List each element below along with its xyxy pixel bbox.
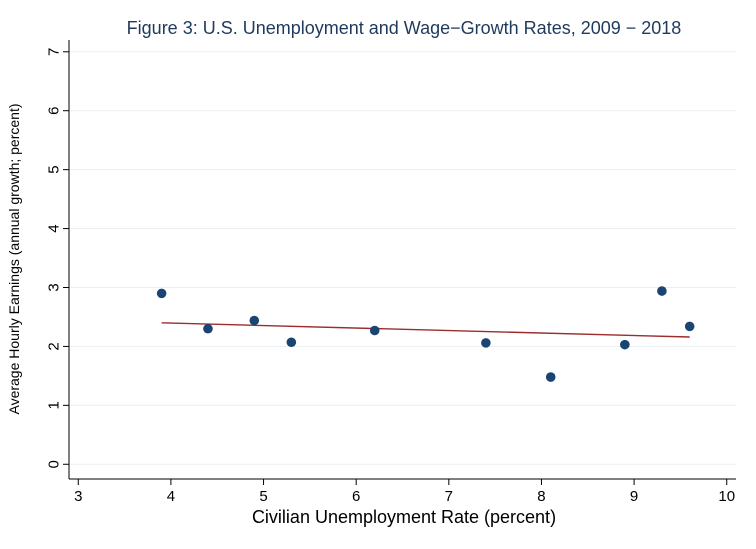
data-point xyxy=(286,337,297,348)
x-tick-label: 3 xyxy=(74,488,82,505)
axis-ticks: 0 1 2 3 4 5 6 7 3 4 5 6 7 8 9 10 xyxy=(46,48,736,505)
data-point xyxy=(481,338,491,348)
data-point xyxy=(249,315,260,326)
fit-line xyxy=(161,322,690,338)
x-axis-label: Civilian Unemployment Rate (percent) xyxy=(252,507,556,527)
data-point xyxy=(620,339,630,350)
y-tick-label: 3 xyxy=(46,283,63,291)
data-point xyxy=(156,288,167,299)
x-tick-label: 6 xyxy=(352,488,360,505)
x-tick-label: 9 xyxy=(630,488,638,505)
y-axis-label: Average Hourly Earnings (annual growth; … xyxy=(6,103,22,414)
data-point xyxy=(684,321,695,332)
data-points xyxy=(156,286,695,382)
y-tick-label: 2 xyxy=(46,342,63,350)
data-point xyxy=(203,323,213,334)
chart-title: Figure 3: U.S. Unemployment and Wage−Gro… xyxy=(127,18,682,38)
x-tick-label: 8 xyxy=(537,488,545,505)
y-tick-label: 6 xyxy=(46,107,63,115)
x-tick-label: 10 xyxy=(718,488,735,505)
gridlines xyxy=(69,51,736,465)
data-point xyxy=(545,372,556,382)
x-tick-label: 7 xyxy=(445,488,453,505)
y-tick-label: 1 xyxy=(46,401,63,409)
data-point xyxy=(657,286,667,296)
x-tick-label: 5 xyxy=(259,488,267,505)
data-point xyxy=(369,325,380,336)
y-tick-label: 7 xyxy=(46,48,63,56)
fit-line-group xyxy=(161,322,690,338)
y-tick-label: 4 xyxy=(46,224,63,232)
x-tick-label: 4 xyxy=(167,488,175,505)
y-tick-label: 5 xyxy=(46,165,63,173)
y-tick-label: 0 xyxy=(46,460,63,468)
